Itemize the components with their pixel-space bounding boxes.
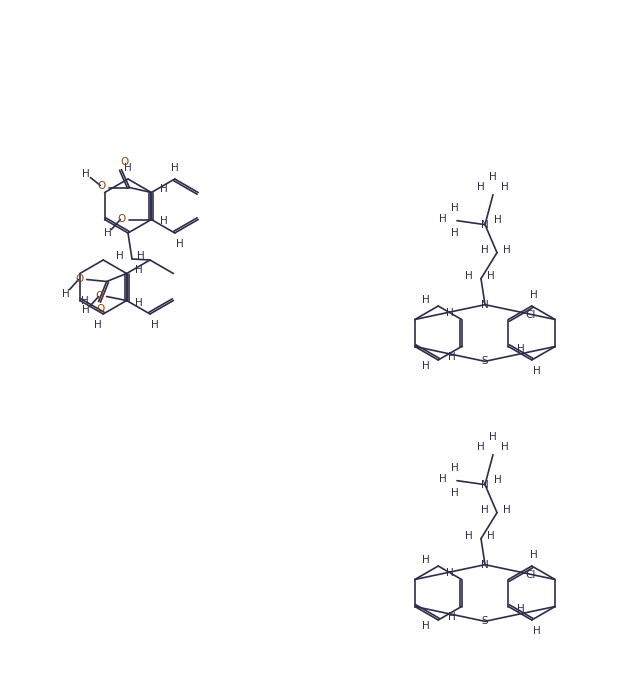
Text: H: H: [489, 432, 497, 441]
Text: H: H: [501, 441, 509, 452]
Text: H: H: [451, 462, 459, 473]
Text: H: H: [494, 475, 502, 485]
Text: H: H: [447, 351, 456, 361]
Text: H: H: [477, 441, 485, 452]
Text: H: H: [465, 531, 473, 540]
Text: O: O: [95, 290, 104, 300]
Text: O: O: [75, 273, 84, 283]
Text: H: H: [135, 298, 142, 308]
Text: H: H: [447, 612, 456, 622]
Text: S: S: [482, 616, 489, 626]
Text: H: H: [446, 568, 454, 578]
Text: H: H: [422, 295, 430, 305]
Text: O: O: [118, 214, 126, 224]
Text: H: H: [503, 245, 511, 255]
Text: H: H: [481, 504, 489, 515]
Text: N: N: [481, 479, 489, 490]
Text: H: H: [465, 271, 473, 281]
Text: O: O: [97, 180, 106, 191]
Text: H: H: [135, 264, 142, 275]
Text: H: H: [159, 184, 167, 193]
Text: H: H: [176, 239, 184, 249]
Text: Cl: Cl: [525, 570, 535, 580]
Text: H: H: [116, 251, 124, 261]
Text: H: H: [94, 320, 102, 330]
Text: N: N: [481, 559, 489, 570]
Text: H: H: [451, 228, 459, 238]
Text: H: H: [530, 550, 538, 560]
Text: H: H: [422, 361, 430, 371]
Text: H: H: [533, 626, 540, 636]
Text: H: H: [487, 531, 495, 540]
Text: H: H: [439, 474, 447, 483]
Text: H: H: [159, 216, 167, 226]
Text: H: H: [477, 182, 485, 192]
Text: H: H: [451, 203, 459, 213]
Text: H: H: [422, 621, 430, 631]
Text: H: H: [81, 296, 88, 306]
Text: H: H: [516, 603, 525, 614]
Text: H: H: [137, 251, 145, 261]
Text: H: H: [62, 289, 70, 298]
Text: H: H: [489, 172, 497, 182]
Text: Cl: Cl: [525, 311, 535, 321]
Text: H: H: [151, 320, 159, 330]
Text: S: S: [482, 357, 489, 366]
Text: H: H: [487, 271, 495, 281]
Text: H: H: [516, 344, 525, 353]
Text: N: N: [481, 220, 489, 230]
Text: H: H: [533, 366, 540, 376]
Text: H: H: [171, 163, 179, 173]
Text: H: H: [439, 214, 447, 224]
Text: H: H: [446, 308, 454, 319]
Text: H: H: [451, 487, 459, 498]
Text: H: H: [82, 169, 89, 178]
Text: H: H: [530, 290, 538, 300]
Text: H: H: [503, 504, 511, 515]
Text: H: H: [82, 304, 90, 315]
Text: H: H: [501, 182, 509, 192]
Text: H: H: [422, 555, 430, 565]
Text: N: N: [481, 300, 489, 310]
Text: H: H: [481, 245, 489, 255]
Text: H: H: [104, 228, 111, 239]
Text: H: H: [124, 163, 132, 173]
Text: O: O: [120, 157, 128, 167]
Text: H: H: [494, 215, 502, 224]
Text: O: O: [97, 304, 105, 313]
